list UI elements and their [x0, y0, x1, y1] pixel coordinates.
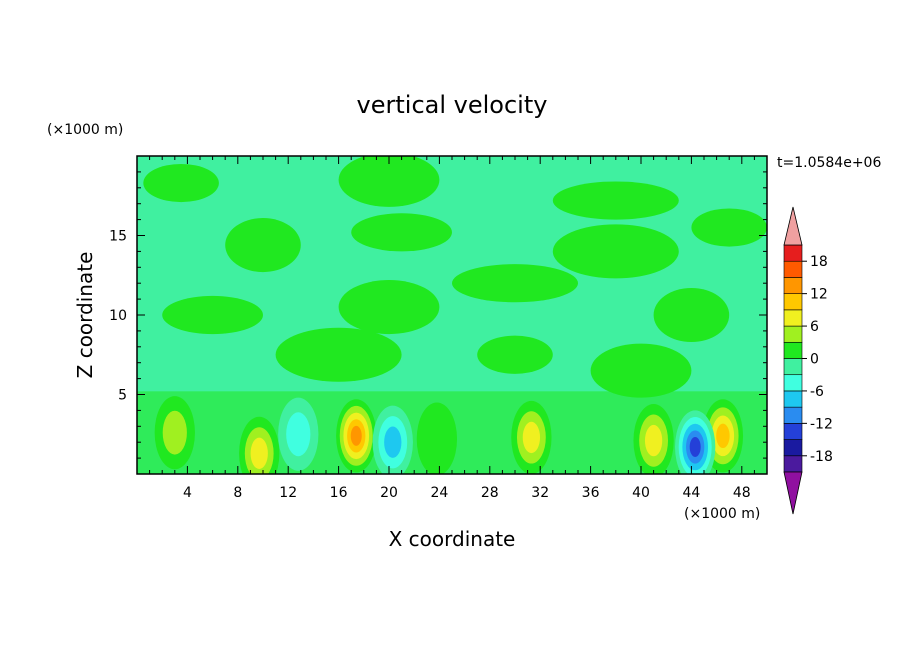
colorbar-band	[783, 260, 803, 278]
weak-upward-region	[653, 287, 730, 343]
colorbar-band	[783, 325, 803, 343]
time-label: t=1.0584e+06	[777, 155, 881, 171]
chart-title: vertical velocity	[357, 91, 548, 119]
weak-upward-region	[691, 208, 767, 247]
y-tick-label: 5	[118, 388, 127, 404]
downdraft-cell-contour	[286, 412, 311, 457]
weak-upward-region	[143, 163, 219, 203]
x-tick-label: 48	[733, 485, 751, 501]
downdraft-cell	[372, 405, 413, 474]
weak-upward-region	[338, 156, 440, 207]
y-axis: 5 10 15	[109, 171, 767, 459]
colorbar-label: -18	[810, 449, 833, 465]
downdraft-cell-contour	[384, 426, 402, 458]
y-tick-label: 10	[109, 308, 127, 324]
colorbar-band	[783, 406, 803, 424]
x-axis-label: X coordinate	[389, 527, 516, 551]
colorbar-label: 0	[810, 352, 819, 368]
plot-area	[137, 156, 767, 474]
weak-upward-region	[477, 335, 553, 374]
colorbar-label: 18	[810, 254, 828, 270]
velocity-cells	[154, 396, 744, 474]
updraft-cell	[511, 400, 552, 474]
colorbar-band	[783, 374, 803, 392]
updraft-cell	[239, 416, 280, 474]
x-tick-label: 24	[430, 485, 448, 501]
x-tick-label: 40	[632, 485, 650, 501]
colorbar-band	[783, 341, 803, 359]
x-axis: 4 8 12 16 20 24 28 32 36 40 44 48	[149, 156, 755, 501]
x-tick-label: 32	[531, 485, 549, 501]
colorbar-band	[783, 423, 803, 440]
weak-upward-region	[452, 264, 578, 303]
weak-upward-region	[275, 327, 402, 382]
weak-upward-region	[552, 181, 679, 220]
x-tick-label: 16	[330, 485, 348, 501]
downdraft-cell	[278, 397, 319, 471]
colorbar-label: 6	[810, 319, 819, 335]
weak-upward-region	[162, 295, 263, 335]
colorbar-band	[783, 277, 803, 294]
colorbar-band	[783, 358, 803, 376]
colorbar-band	[783, 309, 803, 327]
weak-upward-region	[552, 224, 679, 279]
updraft-cell	[336, 399, 377, 473]
x-tick-label: 4	[183, 485, 192, 501]
weak-upward-region	[225, 218, 301, 273]
x-tick-label: 8	[233, 485, 242, 501]
x-tick-label: 28	[481, 485, 499, 501]
downdraft-cell	[675, 410, 716, 474]
downdraft-cell-contour	[689, 436, 701, 457]
colorbar-band	[783, 439, 803, 457]
updraft-cell-contour	[416, 402, 458, 474]
colorbar-band	[783, 293, 803, 311]
updraft-cell-contour	[162, 410, 187, 455]
updraft-cell-contour	[350, 425, 362, 446]
colorbar: 18 12 6 0 -6 -12 -18	[783, 206, 833, 515]
updraft-cell	[154, 396, 195, 470]
updraft-cell-contour	[522, 421, 541, 454]
weak-upward-region	[590, 343, 692, 398]
weak-upward-region	[338, 280, 440, 335]
colorbar-label: 12	[810, 287, 828, 303]
colorbar-band	[783, 455, 803, 473]
updraft-cell	[416, 402, 458, 474]
updraft-cell-contour	[644, 424, 663, 457]
updraft-cell-contour	[250, 437, 268, 470]
weak-upward-region	[351, 213, 452, 252]
updraft-cell	[633, 404, 674, 474]
y-tick-label: 15	[109, 229, 127, 245]
y-unit-label: (×1000 m)	[47, 122, 123, 138]
updraft-cell-contour	[716, 423, 730, 449]
y-axis-label: Z coordinate	[73, 252, 97, 379]
x-tick-label: 20	[380, 485, 398, 501]
x-tick-label: 44	[682, 485, 700, 501]
x-tick-label: 12	[279, 485, 297, 501]
colorbar-label: -12	[810, 416, 833, 432]
colorbar-label: -6	[810, 384, 824, 400]
colorbar-over-arrow	[783, 206, 803, 246]
x-tick-label: 36	[582, 485, 600, 501]
x-unit-label: (×1000 m)	[684, 506, 760, 522]
colorbar-band	[783, 390, 803, 408]
colorbar-under-arrow	[783, 471, 803, 515]
colorbar-band	[783, 244, 803, 262]
